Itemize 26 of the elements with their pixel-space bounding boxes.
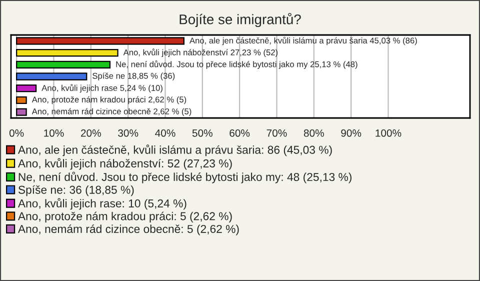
x-tick-label: 10% [44, 129, 64, 137]
legend-label: Ano, kvůli jejich náboženství: 52 (27,23 %) [18, 158, 232, 170]
legend-label: Ne, není důvod. Jsou to přece lidské bytosti jako my: 48 (25,13 %) [18, 172, 352, 184]
data-label: Ano, protože nám kradou práci 2,62 % (5) [32, 96, 186, 104]
x-tick-label: 50% [192, 129, 212, 137]
x-tick-label: 60% [230, 129, 250, 137]
x-tick-label: 70% [266, 129, 287, 137]
x-tick-label: 20% [81, 129, 101, 137]
x-tick-label: 100% [376, 129, 402, 137]
x-tick-label: 80% [304, 129, 324, 137]
legend-label: Ano, nemám rád cizince obecně: 5 (2,62 %) [18, 224, 239, 236]
data-label: Spíše ne 18,85 % (36) [92, 72, 175, 80]
data-label: Ano, ale jen částečně, kvůli islámu a právu šaria 45,03 % (86) [190, 36, 417, 46]
data-label: Ne, není důvod. Jsou to přece lidské bytosti jako my 25,13 % (48) [116, 60, 358, 69]
data-label: Ano, kvůli jejich náboženství 27,23 % (52) [123, 48, 278, 58]
chart-title: Bojíte se imigrantů? [180, 12, 301, 28]
data-label: Ano, kvůli jejich rase 5,24 % (10) [42, 84, 162, 93]
legend-label: Ano, protože nám kradou práci: 5 (2,62 %) [18, 212, 232, 222]
x-tick-label: 90% [341, 129, 362, 137]
legend-label: Ano, kvůli jejich rase: 10 (5,24 %) [18, 198, 186, 210]
x-tick-label: 0% [9, 129, 24, 137]
data-label: Ano, nemám rád cizince obecně 2,62 % (5) [32, 108, 192, 116]
x-tick-label: 30% [118, 129, 138, 137]
legend-label: Spíše ne: 36 (18,85 %) [18, 185, 134, 196]
legend-label: Ano, ale jen částečně, kvůli islámu a právu šaria: 86 (45,03 %) [18, 144, 332, 156]
x-tick-label: 40% [155, 129, 176, 137]
